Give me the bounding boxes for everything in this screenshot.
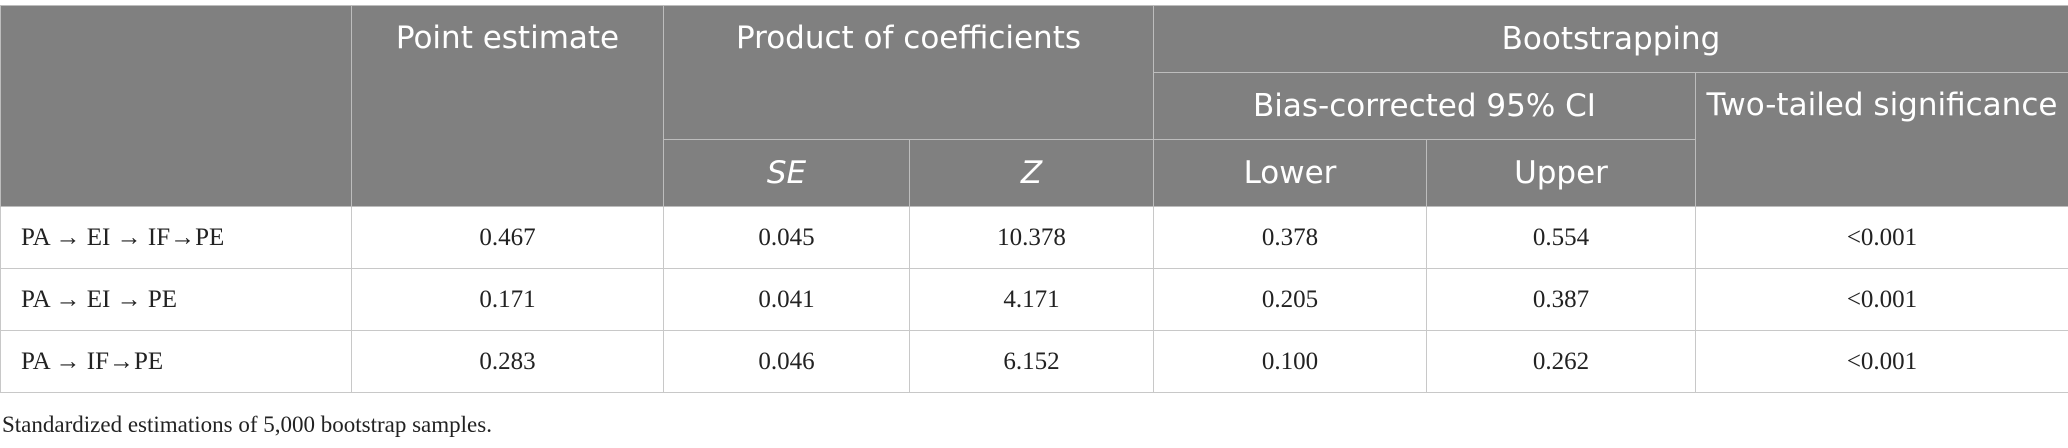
- header-cell: Two-tailed significance: [1695, 72, 2068, 207]
- header-cell: SE: [663, 139, 910, 207]
- table-cell: 10.378: [909, 206, 1154, 269]
- results-table: Point estimate Product of coefficients B…: [0, 5, 2068, 393]
- header-cell: Bias-corrected 95% CI: [1153, 72, 1696, 140]
- table-cell: 0.041: [663, 268, 910, 331]
- table-cell: 4.171: [909, 268, 1154, 331]
- header-cell: Upper: [1426, 139, 1696, 207]
- table-header: Point estimate Product of coefficients B…: [0, 5, 2068, 207]
- header-cell: Lower: [1153, 139, 1427, 207]
- table-cell: 0.387: [1426, 268, 1696, 331]
- table-cell: 0.283: [351, 330, 664, 393]
- table-cell: 0.100: [1153, 330, 1427, 393]
- table-cell: 6.152: [909, 330, 1154, 393]
- table-row: PA → IF→PE 0.283 0.046 6.152 0.100 0.262 <0.00…: [0, 330, 2068, 393]
- table-cell: 0.205: [1153, 268, 1427, 331]
- table-cell: <0.001: [1695, 330, 2068, 393]
- table-cell: 0.262: [1426, 330, 1696, 393]
- header-cell: Z: [909, 139, 1154, 207]
- table-row: PA → EI → IF→PE 0.467 0.045 10.378 0.378 0.55…: [0, 206, 2068, 269]
- table-cell: 0.554: [1426, 206, 1696, 269]
- table-cell: 0.467: [351, 206, 664, 269]
- table-cell: 0.045: [663, 206, 910, 269]
- table-row: PA → EI → PE 0.171 0.041 4.171 0.205 0.387 <0.…: [0, 268, 2068, 331]
- table-cell: 0.046: [663, 330, 910, 393]
- table-cell: 0.378: [1153, 206, 1427, 269]
- row-label: PA → EI → PE: [0, 268, 352, 331]
- row-label: PA → IF→PE: [0, 330, 352, 393]
- row-label: PA → EI → IF→PE: [0, 206, 352, 269]
- footnote: Standardized estimations of 5,000 bootst…: [2, 412, 492, 437]
- table-cell: <0.001: [1695, 206, 2068, 269]
- table-cell: 0.171: [351, 268, 664, 331]
- header-cell: Product of coefficients: [663, 5, 1154, 140]
- table-cell: <0.001: [1695, 268, 2068, 331]
- header-cell: Bootstrapping: [1153, 5, 2068, 73]
- header-cell: [0, 5, 352, 207]
- header-cell: Point estimate: [351, 5, 664, 207]
- table-body: PA → EI → IF→PE 0.467 0.045 10.378 0.378 0.55…: [0, 206, 2068, 393]
